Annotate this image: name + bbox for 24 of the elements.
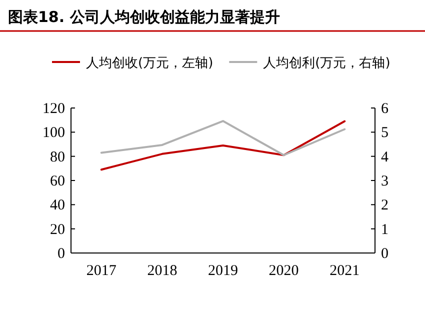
- y2-tick-label: 3: [381, 174, 388, 190]
- y2-tick-label: 0: [381, 246, 388, 262]
- y2-tick-label: 5: [381, 125, 388, 142]
- x-tick-label: 2020: [268, 263, 299, 279]
- y-tick-label: 40: [50, 198, 65, 214]
- x-tick-label: 2018: [147, 263, 178, 279]
- legend-label: 人均创收(万元，左轴): [86, 56, 214, 71]
- legend-label: 人均创利(万元，右轴): [263, 56, 390, 71]
- chart-title: 图表18. 公司人均创收创益能力显著提升: [8, 8, 280, 26]
- y-tick-label: 0: [58, 246, 65, 262]
- line-series: [100, 120, 346, 156]
- y-tick-label: 20: [50, 222, 65, 238]
- y-tick-label: 120: [42, 101, 65, 117]
- x-tick-label: 2017: [86, 263, 117, 279]
- x-tick-label: 2019: [208, 263, 238, 279]
- line-series: [100, 120, 346, 171]
- x-tick-label: 2021: [330, 263, 360, 279]
- y-tick-label: 60: [50, 174, 65, 190]
- y2-tick-label: 1: [381, 222, 388, 238]
- y2-tick-label: 4: [381, 149, 389, 166]
- y2-tick-label: 6: [381, 101, 389, 117]
- y-tick-label: 80: [50, 149, 65, 166]
- y2-tick-label: 2: [381, 198, 388, 214]
- y-tick-label: 100: [42, 125, 65, 142]
